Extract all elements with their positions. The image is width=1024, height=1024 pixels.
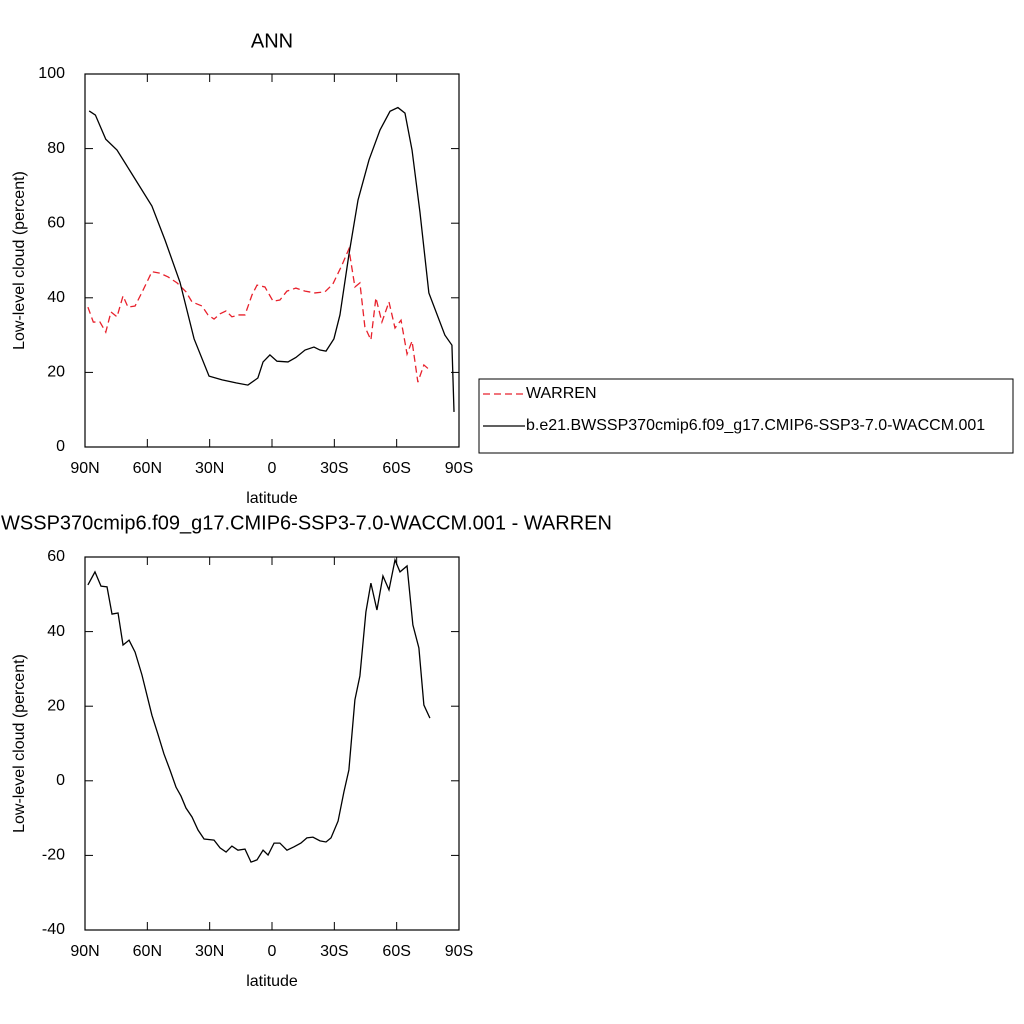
chart-title: b.e21.BWSSP370cmip6.f09_g17.CMIP6-SSP3-7… xyxy=(0,512,612,534)
y-axis-label: Low-level cloud (percent) xyxy=(11,171,28,350)
plot-frame xyxy=(84,556,460,931)
legend-label: WARREN xyxy=(526,385,597,402)
y-tick-label: -40 xyxy=(42,921,65,938)
x-tick-label: 60N xyxy=(133,460,162,477)
x-tick-label: 30S xyxy=(320,943,348,960)
x-axis-label: latitude xyxy=(246,973,298,990)
x-tick-label: 90S xyxy=(445,943,473,960)
y-tick-label: 80 xyxy=(47,140,65,157)
x-tick-label: 60S xyxy=(382,460,410,477)
y-tick-label: 100 xyxy=(38,65,65,82)
x-tick-label: 90N xyxy=(70,460,99,477)
x-tick-label: 90S xyxy=(445,460,473,477)
y-tick-label: 20 xyxy=(47,364,65,381)
x-tick-label: 60S xyxy=(382,943,410,960)
y-tick-label: 40 xyxy=(47,623,65,640)
x-tick-label: 90N xyxy=(70,943,99,960)
x-axis-label: latitude xyxy=(246,490,298,507)
x-tick-label: 30N xyxy=(195,460,224,477)
y-tick-label: 60 xyxy=(47,548,65,565)
legend-box xyxy=(478,378,1014,454)
legend-label: b.e21.BWSSP370cmip6.f09_g17.CMIP6-SSP3-7… xyxy=(526,417,985,434)
y-tick-label: -20 xyxy=(42,847,65,864)
x-tick-label: 0 xyxy=(268,460,277,477)
plot-frame xyxy=(84,73,460,448)
y-tick-label: 0 xyxy=(56,772,65,789)
data-line xyxy=(88,106,455,412)
y-tick-label: 20 xyxy=(47,697,65,714)
y-axis-label: Low-level cloud (percent) xyxy=(11,654,28,833)
y-tick-label: 40 xyxy=(47,289,65,306)
y-tick-label: 60 xyxy=(47,214,65,231)
x-tick-label: 0 xyxy=(268,943,277,960)
data-line xyxy=(87,557,431,863)
data-line xyxy=(87,246,431,383)
chart-title: ANN xyxy=(251,30,293,52)
x-tick-label: 30N xyxy=(195,943,224,960)
x-tick-label: 30S xyxy=(320,460,348,477)
y-tick-label: 0 xyxy=(56,438,65,455)
x-tick-label: 60N xyxy=(133,943,162,960)
